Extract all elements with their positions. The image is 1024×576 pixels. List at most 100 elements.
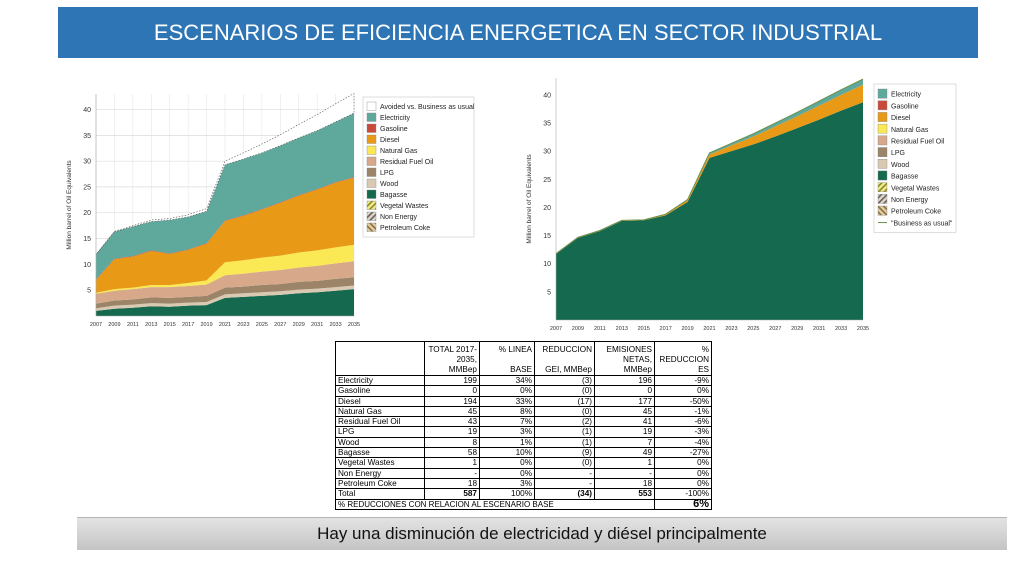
x-tick-label: 2025: [256, 322, 268, 328]
table-cell: (1): [534, 426, 595, 438]
y-tick-label: 40: [543, 92, 551, 99]
table-cell: 0: [424, 385, 480, 397]
table-row: Wood 8 1% (1) 7 -4%: [335, 436, 712, 449]
legend-label-natural-gas: Natural Gas: [380, 148, 418, 155]
table-cell: 58: [424, 447, 480, 459]
area-avoided-vs-business-as-usual: [95, 92, 355, 255]
x-tick-label: 2015: [164, 322, 176, 328]
area-bagasse: [96, 289, 354, 316]
table-cell: 0%: [479, 457, 535, 469]
table-cell: 0: [594, 385, 655, 397]
table-cell: 18: [594, 477, 655, 490]
table-header-line: TOTAL 2017-: [428, 345, 477, 354]
legend-label-gasoline: Gasoline: [891, 103, 919, 110]
legend-label-bagasse: Bagasse: [380, 192, 407, 199]
table-cell: 194: [424, 395, 480, 407]
table-cell: 33%: [479, 395, 535, 407]
table-header-line: [338, 365, 422, 375]
table-header-line: MMBep: [623, 365, 652, 374]
y-tick-label: 5: [87, 288, 91, 295]
table-cell: 8%: [479, 405, 535, 418]
table-cell: -4%: [654, 436, 712, 449]
x-tick-label: 2019: [681, 326, 693, 332]
x-tick-label: 2035: [348, 322, 360, 328]
area-diesel: [556, 84, 863, 255]
legend-swatch-bagasse: [877, 170, 888, 181]
table-cell: (34): [534, 488, 595, 500]
table-header-line: [338, 355, 422, 365]
table-header-line: MMBep: [448, 365, 477, 374]
legend-swatch-natural-gas: [366, 145, 377, 155]
x-tick-label: 2007: [550, 326, 562, 332]
table-header-line: %: [701, 345, 709, 354]
table-cell: 8: [424, 436, 480, 449]
table-cell: 0%: [654, 457, 712, 469]
x-tick-label: 2013: [145, 322, 157, 328]
table-header-line: GEI, MMBep: [545, 365, 592, 374]
y-axis-label: Million barrel of Oil Equivalents: [66, 160, 73, 250]
y-tick-label: 25: [543, 177, 551, 184]
table-cell: 19: [424, 426, 480, 438]
legend-label-wood: Wood: [380, 181, 398, 188]
legend-label-petroleum-coke: Petroleum Coke: [380, 225, 430, 232]
table-cell: 0%: [479, 467, 535, 479]
table-header-line: EMISIONES: [606, 345, 653, 354]
y-tick-label: 15: [83, 236, 91, 243]
table-row-label: Diesel: [335, 395, 425, 407]
table-row-label: Non Energy: [335, 467, 425, 479]
legend-swatch-residual-fuel-oil: [366, 156, 377, 166]
table-cell: 587: [424, 488, 480, 500]
legend-swatch-diesel: [877, 112, 888, 122]
legend-label-avoided-vs-business-as-usual: Avoided vs. Business as usual: [380, 104, 475, 111]
y-tick-label: 15: [543, 233, 551, 240]
table-cell: 1%: [479, 436, 535, 449]
y-tick-label: 30: [543, 149, 551, 156]
table-row-label: Residual Fuel Oil: [335, 416, 425, 428]
x-tick-label: 2011: [594, 326, 606, 332]
table-cell: 553: [594, 488, 655, 500]
table-row-label: Petroleum Coke: [335, 477, 425, 490]
y-axis-label: Million barrel of Oil Equivalents: [526, 154, 533, 244]
y-tick-label: 20: [83, 210, 91, 217]
table-cell: -27%: [654, 447, 712, 459]
table-row: Non Energy -0% - -0%: [335, 467, 712, 479]
table-row: Gasoline 0 0% (0) 0 0%: [335, 385, 712, 397]
x-tick-label: 2027: [274, 322, 286, 328]
y-tick-label: 30: [83, 159, 91, 166]
table-cell: (0): [534, 385, 595, 397]
table-cell: -: [534, 467, 595, 479]
table-total-row: Total 587 100% (34) 553 -100%: [335, 488, 712, 500]
slide-title: ESCENARIOS DE EFICIENCIA ENERGETICA EN S…: [58, 7, 978, 58]
table-cell: 199: [424, 374, 480, 387]
table-header-cell: [335, 341, 425, 376]
table-footer-label: % REDUCCIONES CON RELACION AL ESCENARIO …: [335, 498, 655, 510]
legend-label-non-energy: Non Energy: [380, 214, 417, 221]
table-header-line: [338, 345, 422, 355]
table-header-line: ES: [698, 365, 709, 374]
legend-label-diesel: Diesel: [380, 137, 400, 144]
table-cell: 0%: [654, 467, 712, 479]
legend-swatch-electricity: [366, 112, 377, 122]
y-tick-label: 20: [543, 205, 551, 212]
table-cell: -: [424, 467, 480, 479]
legend-box: [873, 83, 957, 233]
legend-label-residual-fuel-oil: Residual Fuel Oil: [891, 139, 945, 146]
table-row-label: Electricity: [335, 374, 425, 387]
table-cell: 0%: [654, 385, 712, 397]
table-row-label: LPG: [335, 426, 425, 438]
table-header-line: [537, 355, 592, 365]
x-tick-label: 2029: [791, 326, 803, 332]
table-cell: -: [594, 467, 655, 479]
table-row-label: Gasoline: [335, 385, 425, 397]
legend-label-non-energy: Non Energy: [891, 197, 928, 204]
x-tick-label: 2007: [90, 322, 102, 328]
conclusion-banner: Hay una disminución de electricidad y di…: [77, 517, 1007, 550]
legend-label-wood: Wood: [891, 162, 909, 169]
table-cell: (1): [534, 436, 595, 449]
line-business-as-usual: [555, 78, 864, 254]
x-tick-label: 2021: [219, 322, 231, 328]
y-tick-label: 35: [543, 121, 551, 128]
area-natural-gas: [96, 244, 354, 294]
